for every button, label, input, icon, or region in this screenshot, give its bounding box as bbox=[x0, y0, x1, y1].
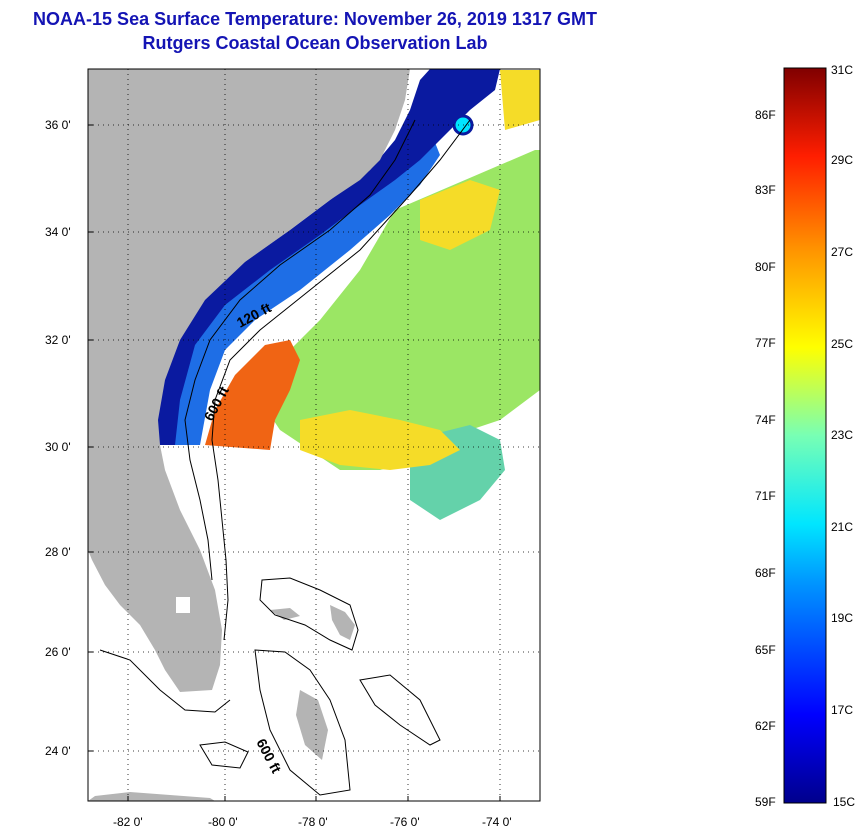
contour-florida-keys bbox=[99, 649, 231, 713]
colorbar-celsius-label: 23C bbox=[831, 428, 853, 442]
colorbar-fahrenheit-label: 80F bbox=[755, 260, 776, 274]
colorbar-fahrenheit-label: 62F bbox=[755, 719, 776, 733]
colorbar-celsius-label: 27C bbox=[831, 245, 853, 259]
frame-tick-marks bbox=[88, 124, 501, 801]
map-frame bbox=[87, 68, 541, 802]
lat-tick-label: 34 0' bbox=[45, 225, 71, 239]
lat-tick-label: 30 0' bbox=[45, 440, 71, 454]
lat-tick-label: 36 0' bbox=[45, 118, 71, 132]
contour-cay-sal bbox=[199, 741, 249, 769]
colorbar-fahrenheit-label: 86F bbox=[755, 108, 776, 122]
lat-tick-label: 24 0' bbox=[45, 744, 71, 758]
land-us-east-coast bbox=[88, 69, 410, 692]
contour-600ft bbox=[211, 119, 471, 641]
colorbar-fahrenheit-label: 59F bbox=[755, 795, 776, 809]
chart-subtitle: Rutgers Coastal Ocean Observation Lab bbox=[142, 33, 488, 53]
lat-tick-label: 28 0' bbox=[45, 545, 71, 559]
colorbar-fahrenheit-label: 74F bbox=[755, 413, 776, 427]
colorbar-celsius-label: 21C bbox=[831, 520, 853, 534]
colorbar-celsius-label: 25C bbox=[831, 337, 853, 351]
colorbar-celsius-label: 19C bbox=[831, 611, 853, 625]
sst-coastal-cool-band bbox=[160, 130, 440, 445]
contour-bahamas-bank bbox=[259, 577, 359, 651]
colorbar-celsius-label: 17C bbox=[831, 703, 853, 717]
colorbar-celsius-label: 15C bbox=[833, 795, 855, 809]
lake-okeechobee bbox=[176, 597, 190, 613]
chart-title: NOAA-15 Sea Surface Temperature: Novembe… bbox=[33, 9, 597, 29]
land-bahamas-abaco bbox=[330, 605, 355, 640]
contour-bahamas-east bbox=[359, 674, 441, 746]
colorbar-fahrenheit-label: 83F bbox=[755, 183, 776, 197]
sst-offshore-yellow-east bbox=[500, 70, 540, 130]
colorbar-gradient bbox=[783, 67, 827, 804]
lon-tick-label: -76 0' bbox=[390, 815, 420, 829]
lon-tick-label: -78 0' bbox=[298, 815, 328, 829]
contour-120ft bbox=[184, 119, 416, 581]
lat-tick-label: 32 0' bbox=[45, 333, 71, 347]
lat-tick-label: 26 0' bbox=[45, 645, 71, 659]
colorbar-celsius-label: 29C bbox=[831, 153, 853, 167]
land-bahamas-grand bbox=[270, 608, 300, 620]
sst-gulf-stream-warm-band bbox=[205, 340, 300, 450]
sst-coastal-cold-band bbox=[155, 69, 500, 445]
lon-tick-label: -82 0' bbox=[113, 815, 143, 829]
lon-tick-label: -80 0' bbox=[208, 815, 238, 829]
sst-offshore-yellow-region bbox=[300, 410, 460, 470]
colorbar-fahrenheit-label: 65F bbox=[755, 643, 776, 657]
contour-bahamas-south bbox=[254, 649, 351, 796]
colorbar-fahrenheit-label: 68F bbox=[755, 566, 776, 580]
colorbar-celsius-label: 31C bbox=[831, 63, 853, 77]
lon-tick-label: -74 0' bbox=[482, 815, 512, 829]
graticule-lines bbox=[88, 69, 540, 801]
colorbar-fahrenheit-label: 71F bbox=[755, 489, 776, 503]
land-bahamas-andros bbox=[296, 690, 328, 760]
sst-offshore-yellow-north bbox=[420, 180, 500, 250]
contour-label-600ft-south: 600 ft bbox=[253, 736, 284, 776]
colorbar-fahrenheit-label: 77F bbox=[755, 336, 776, 350]
land-cuba-edge bbox=[88, 792, 215, 801]
